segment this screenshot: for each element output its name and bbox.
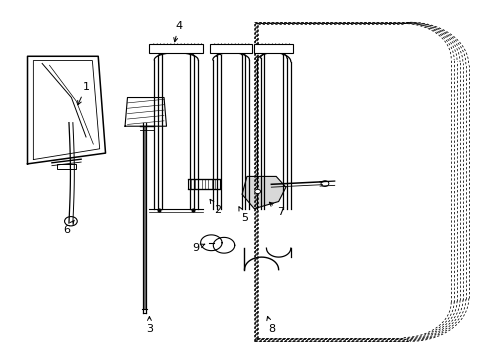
Bar (210, 44, 251, 53)
Bar (188, 179, 220, 189)
Text: 1: 1 (78, 82, 89, 105)
Polygon shape (242, 176, 285, 209)
Text: 5: 5 (239, 207, 247, 222)
Text: 4: 4 (173, 21, 182, 42)
Text: 7: 7 (269, 202, 284, 217)
Text: 6: 6 (63, 220, 74, 235)
Text: 9: 9 (192, 243, 204, 253)
Text: 3: 3 (145, 316, 153, 334)
Text: 2: 2 (210, 199, 221, 216)
Bar (254, 44, 293, 53)
Text: 8: 8 (266, 316, 274, 334)
Bar (149, 44, 203, 53)
FancyBboxPatch shape (57, 164, 76, 169)
Circle shape (254, 189, 260, 194)
